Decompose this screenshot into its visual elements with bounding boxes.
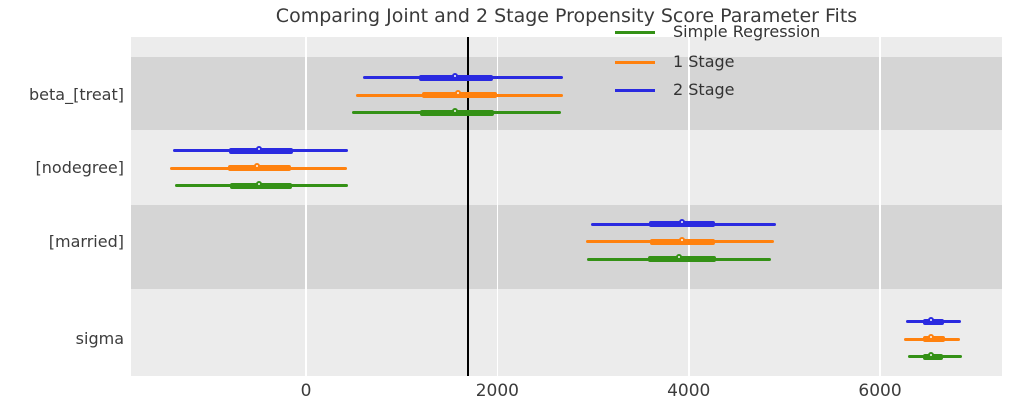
point-marker — [927, 351, 934, 358]
point-marker — [928, 334, 935, 340]
point-marker — [928, 316, 935, 323]
point-marker — [254, 163, 261, 169]
reference-line — [467, 37, 470, 376]
gridline-x — [496, 37, 499, 376]
legend-label: 2 Stage — [673, 80, 735, 99]
legend-swatch-line — [615, 89, 655, 92]
legend: Simple Regression 1 Stage 2 Stage — [610, 10, 865, 120]
gridline-x — [687, 37, 690, 376]
chart-title: Comparing Joint and 2 Stage Propensity S… — [275, 5, 858, 27]
legend-label: 1 Stage — [673, 52, 735, 71]
x-tick-label: 0 — [300, 381, 312, 401]
point-marker — [256, 145, 263, 152]
x-tick-label: 6000 — [858, 381, 902, 401]
gridline-x — [879, 37, 881, 376]
ci-line-inner — [227, 165, 292, 171]
point-marker — [678, 219, 685, 225]
shaded-band — [131, 205, 1002, 289]
point-marker — [452, 72, 459, 79]
y-axis-label: [nodegree] — [35, 158, 124, 177]
gridline-x — [305, 37, 307, 376]
x-tick-label: 2000 — [475, 381, 519, 401]
legend-label: Simple Regression — [673, 22, 821, 41]
point-marker — [678, 236, 685, 243]
x-axis-ticks: 0 2000 4000 6000 — [0, 381, 1011, 405]
legend-swatch-line — [615, 61, 655, 64]
legend-swatch-line — [615, 31, 655, 34]
y-axis-labels: beta_[treat] [nodegree] [married] sigma — [0, 37, 124, 376]
point-marker — [255, 180, 262, 187]
y-axis-label: beta_[treat] — [29, 85, 124, 104]
point-marker — [454, 90, 461, 96]
ci-line-inner — [647, 256, 716, 262]
point-marker — [452, 107, 459, 114]
plot-area — [131, 37, 1002, 376]
y-axis-label: sigma — [75, 329, 124, 348]
x-tick-label: 4000 — [667, 381, 711, 401]
point-marker — [676, 254, 683, 260]
ci-line-inner — [922, 336, 946, 342]
y-axis-label: [married] — [48, 231, 124, 251]
shaded-band — [131, 57, 1002, 130]
